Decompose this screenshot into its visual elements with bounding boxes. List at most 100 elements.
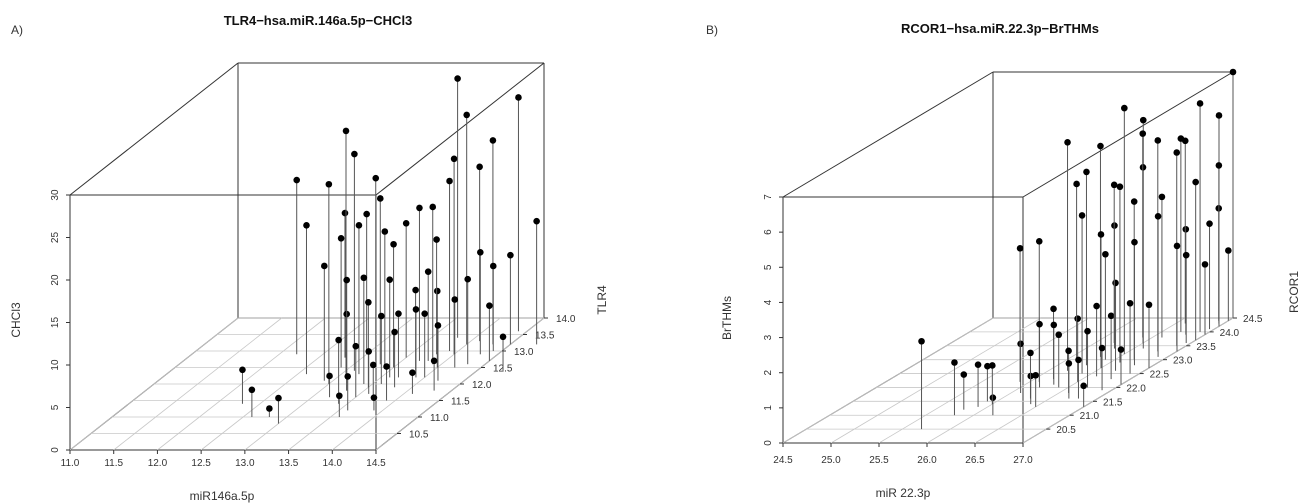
a-data-point — [416, 204, 423, 212]
b-x-tick-label: 26.0 — [917, 455, 937, 466]
a-data-point — [248, 386, 256, 394]
a-data-point — [486, 302, 493, 309]
b-data-point — [1074, 315, 1081, 322]
a-data-point — [533, 217, 540, 225]
b-y-tick-label: 23.5 — [1196, 342, 1216, 353]
b-data-point — [974, 361, 982, 369]
b-data-point — [1154, 137, 1162, 144]
panel-a-tag: A) — [11, 23, 23, 37]
b-data-point — [1131, 238, 1138, 246]
panel-a-points — [239, 75, 540, 424]
a-data-point — [352, 342, 360, 350]
a-data-point — [376, 195, 384, 202]
b-data-point — [989, 362, 996, 369]
b-data-point — [1117, 346, 1125, 353]
b-data-point — [1215, 162, 1223, 169]
b-data-point — [1173, 242, 1181, 250]
b-data-point — [1145, 301, 1153, 309]
a-x-tick-label: 13.5 — [279, 458, 299, 469]
b-data-point — [1016, 245, 1024, 252]
a-data-point — [463, 111, 470, 119]
a-x-tick-label: 14.5 — [366, 458, 386, 469]
panel-a-z-axis-label: CHCl3 — [9, 302, 23, 338]
b-x-tick-label: 24.5 — [773, 455, 793, 466]
a-data-point — [381, 228, 389, 235]
panel-b-y-axis-label: RCOR1 — [1287, 271, 1301, 313]
b-data-point — [1050, 305, 1057, 313]
b-data-point — [1196, 100, 1204, 107]
b-data-point — [960, 371, 968, 378]
b-z-tick-label: 1 — [763, 405, 774, 411]
a-data-point — [391, 328, 398, 336]
panel-b-points — [918, 68, 1237, 430]
b-data-point — [1036, 320, 1043, 328]
a-data-point — [433, 236, 440, 243]
a-data-point — [395, 310, 402, 317]
a-data-point — [335, 336, 342, 344]
b-data-point — [1173, 149, 1181, 156]
a-data-point — [369, 361, 377, 369]
a-x-tick-label: 13.0 — [235, 458, 255, 469]
a-data-point — [450, 155, 458, 163]
a-data-point — [372, 174, 380, 182]
a-data-point — [507, 251, 514, 259]
a-data-point — [337, 235, 345, 242]
b-z-tick-label: 2 — [763, 369, 774, 375]
a-data-point — [378, 312, 385, 320]
b-data-point — [989, 394, 997, 401]
a-box-edge — [375, 62, 545, 196]
panel-b-x-axis-label: miR 22.3p — [876, 486, 931, 500]
a-x-tick-label: 14.0 — [323, 458, 343, 469]
b-grid-line — [1022, 317, 1234, 444]
b-y-tick-label: 22.0 — [1126, 383, 1146, 394]
panel-a-y-ticks: 10.511.011.512.012.513.013.514.0 — [397, 314, 576, 441]
panel-b-z-axis-label: BrTHMs — [720, 296, 734, 340]
a-data-point — [429, 203, 437, 211]
b-data-point — [1064, 139, 1071, 146]
a-data-point — [365, 348, 373, 355]
panel-b-z-ticks: 0 1 2 3 4 5 6 7 — [763, 194, 783, 446]
b-data-point — [1093, 302, 1100, 310]
b-data-point — [1073, 180, 1080, 188]
b-data-point — [1116, 183, 1124, 191]
a-z-tick-label: 10 — [50, 359, 61, 371]
a-x-tick-label: 12.0 — [148, 458, 168, 469]
b-data-point — [1027, 349, 1034, 357]
b-box-edge — [782, 71, 994, 198]
b-z-tick-label: 7 — [763, 194, 774, 200]
a-data-point — [477, 249, 484, 256]
b-z-tick-label: 3 — [763, 334, 774, 340]
panel-b-x-ticks: 24.5 25.0 25.5 26.0 26.5 27.0 — [773, 443, 1033, 466]
a-x-tick-label: 12.5 — [191, 458, 211, 469]
panel-b-y-ticks: 20.5 21.021.522.0 22.523.023.5 24.024.5 — [1046, 314, 1263, 436]
a-data-point — [412, 306, 420, 313]
b-x-tick-label: 25.5 — [869, 455, 889, 466]
b-data-point — [1065, 360, 1073, 367]
a-data-point — [293, 176, 301, 184]
b-data-point — [1225, 247, 1232, 254]
b-data-point — [1182, 225, 1190, 233]
a-data-point — [402, 220, 410, 227]
b-data-point — [1112, 279, 1119, 287]
a-data-point — [341, 209, 349, 217]
a-data-point — [239, 366, 246, 374]
a-data-point — [430, 357, 438, 365]
b-data-point — [1055, 331, 1063, 339]
b-grid-line — [782, 317, 994, 444]
a-data-point — [343, 276, 350, 284]
a-data-point — [321, 262, 328, 270]
a-data-point — [499, 333, 507, 341]
b-data-point — [1017, 340, 1024, 348]
a-data-point — [363, 210, 370, 218]
b-data-point — [1083, 168, 1090, 176]
panel-a-box — [69, 62, 545, 451]
a-data-point — [342, 127, 350, 135]
b-x-tick-label: 26.5 — [965, 455, 985, 466]
panel-b-chart: B) RCOR1−hsa.miR.22.3p−BrTHMs 24.5 25.0 25… — [706, 21, 1301, 500]
b-data-point — [1035, 238, 1043, 245]
b-data-point — [1126, 299, 1134, 307]
b-data-point — [1097, 231, 1105, 238]
a-data-point — [421, 310, 428, 317]
a-z-tick-label: 15 — [50, 317, 61, 329]
a-x-tick-label: 11.5 — [104, 458, 123, 469]
